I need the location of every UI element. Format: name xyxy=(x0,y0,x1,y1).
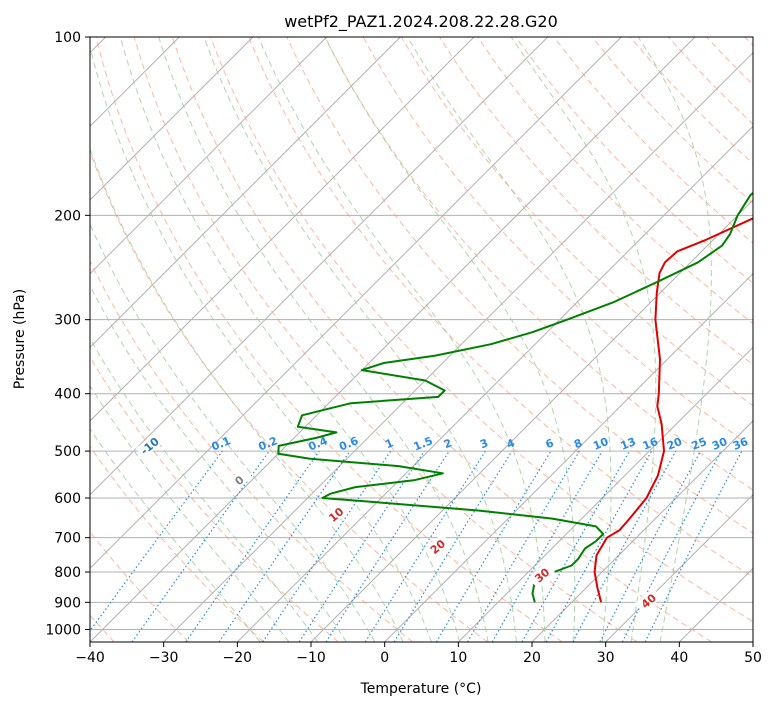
y-tick-label: 300 xyxy=(54,313,81,329)
moist-adiabat-line xyxy=(90,222,376,642)
isotherm-line xyxy=(90,37,696,642)
moist-adiabat-line xyxy=(407,37,612,642)
dry-adiabat-line xyxy=(171,37,712,642)
dry-adiabat-label-bg xyxy=(225,467,253,493)
x-tick-label: 40 xyxy=(670,650,688,666)
mixing-ratio-label: 36 xyxy=(731,435,750,453)
x-tick-label: 10 xyxy=(449,650,467,666)
x-tick-label: −30 xyxy=(149,650,179,666)
mixing-ratio-line xyxy=(298,450,425,642)
x-tick-label: −40 xyxy=(75,650,105,666)
plot-frame xyxy=(89,36,754,643)
isotherm-line xyxy=(90,37,622,570)
y-tick-label: 800 xyxy=(54,565,81,581)
mixing-ratio-line xyxy=(185,450,320,642)
isotherm-line xyxy=(90,37,328,275)
moist-adiabat-line xyxy=(257,37,546,642)
dry-adiabat-label-bg xyxy=(136,432,163,459)
dry-adiabat-line xyxy=(286,37,753,534)
x-tick-label: 50 xyxy=(744,650,762,666)
isotherm-line xyxy=(457,346,753,642)
x-tick-label: −20 xyxy=(223,650,253,666)
x-axis-title: Temperature (°C) xyxy=(360,681,482,697)
y-tick-label: 900 xyxy=(54,595,81,611)
mixing-ratio-label: 30 xyxy=(710,435,729,453)
dry-adiabat-label-bg xyxy=(528,562,556,588)
mixing-ratio-line xyxy=(325,450,450,642)
isotherm-line xyxy=(531,420,753,642)
mixing-ratio-line xyxy=(644,450,743,642)
mixing-ratio-label: 20 xyxy=(665,435,684,453)
moist-adiabat-line xyxy=(637,37,712,642)
mixing-ratio-label: 2 xyxy=(442,436,454,451)
mixing-ratio-label: 10 xyxy=(591,435,610,453)
background-lines xyxy=(90,37,753,642)
y-tick-label: 700 xyxy=(54,531,81,547)
moist-adiabat-line xyxy=(90,337,319,642)
dry-adiabat-line xyxy=(133,37,638,642)
mixing-ratio-line xyxy=(131,450,270,642)
dry-adiabat-line xyxy=(248,37,753,578)
y-tick-label: 500 xyxy=(54,444,81,460)
moist-adiabat-line xyxy=(510,37,657,642)
mixing-ratio-line xyxy=(521,450,631,642)
isotherm-line xyxy=(90,37,549,496)
mixing-ratio-line xyxy=(90,450,223,632)
moist-adiabat-line xyxy=(203,37,517,642)
mixing-ratio-label: 16 xyxy=(641,435,660,453)
mixing-ratio-line xyxy=(393,450,513,642)
x-tick-label: 0 xyxy=(380,650,389,666)
y-tick-label: 1000 xyxy=(45,622,81,638)
x-tick-label: −10 xyxy=(296,650,326,666)
moist-adiabat-line xyxy=(158,37,489,642)
y-tick-label: 100 xyxy=(54,30,81,46)
moist-adiabat-line xyxy=(90,284,347,642)
isotherm-line xyxy=(90,37,254,201)
moist-adiabat-line xyxy=(324,37,576,642)
dry-adiabat-label-bg xyxy=(322,501,350,527)
mixing-ratio-label: 3 xyxy=(478,436,490,451)
y-tick-label: 600 xyxy=(54,491,81,507)
isotherm-line xyxy=(163,51,753,642)
moist-adiabat-line xyxy=(90,427,261,642)
mixing-ratio-label: 1 xyxy=(383,436,395,451)
x-tick-label: 20 xyxy=(523,650,541,666)
dry-adiabat-line xyxy=(90,259,414,642)
y-axis: 100 200 300 400 500 600 700 800 900 1000 xyxy=(45,30,90,638)
dry-adiabat-line xyxy=(95,37,563,642)
isotherm-line xyxy=(90,37,401,349)
isotherm-line xyxy=(90,37,475,422)
moist-adiabat-line xyxy=(119,37,461,642)
mixing-ratio-line xyxy=(218,450,351,642)
mixing-ratio-line xyxy=(572,450,677,642)
dewpoint-line xyxy=(277,191,753,603)
dry-adiabat-line xyxy=(210,37,753,623)
x-tick-label: 30 xyxy=(597,650,615,666)
moist-adiabat-line xyxy=(90,384,290,642)
temperature-line xyxy=(593,217,753,603)
isotherm-line xyxy=(236,125,753,642)
isotherm-line xyxy=(384,272,753,642)
dry-adiabat-line xyxy=(90,445,264,642)
y-axis-title: Pressure (hPa) xyxy=(12,289,28,389)
dry-adiabat-label-bg xyxy=(634,587,662,614)
dry-adiabat-label-bg xyxy=(424,533,451,560)
mixing-ratio-label: 8 xyxy=(572,436,584,451)
dry-adiabat-line xyxy=(324,37,753,491)
isotherm-line xyxy=(605,493,753,642)
chart-title: wetPf2_PAZ1.2024.208.22.28.G20 xyxy=(284,12,558,32)
dry-adiabat-line xyxy=(515,37,753,284)
mixing-ratio-label: 25 xyxy=(690,435,709,453)
y-tick-label: 400 xyxy=(54,387,81,403)
y-tick-label: 200 xyxy=(54,208,81,224)
mixing-ratio-line xyxy=(262,450,392,642)
mixing-ratio-label: 13 xyxy=(619,435,638,453)
moist-adiabat-line xyxy=(90,147,404,642)
dry-adiabat-line xyxy=(90,356,339,642)
moist-adiabat-line xyxy=(90,44,432,642)
series-layer xyxy=(277,191,753,603)
mixing-ratio-line xyxy=(545,450,653,642)
x-axis: −40 −30 −20 −10 0 10 20 30 40 50 xyxy=(75,642,762,666)
